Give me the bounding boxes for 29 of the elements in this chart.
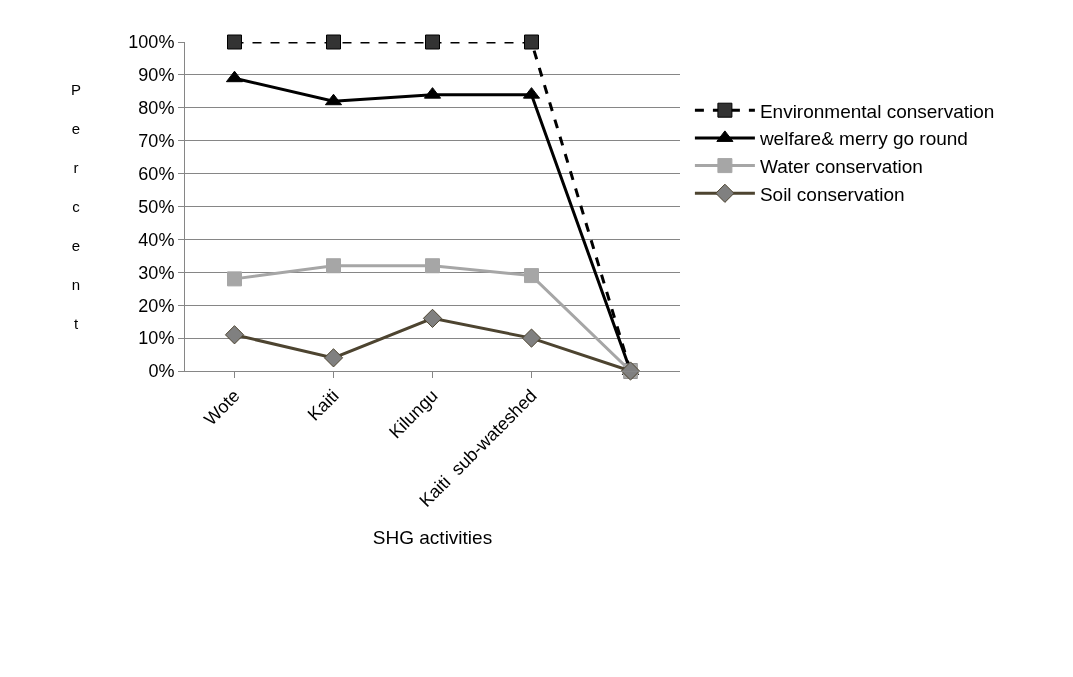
y-tick-label: 30% <box>138 262 175 283</box>
y-tick-label: 10% <box>138 328 175 349</box>
y-tick-label: 0% <box>148 361 175 382</box>
point <box>326 258 341 274</box>
point <box>524 268 539 284</box>
y-tick-label: 80% <box>138 98 175 119</box>
text: Percent <box>71 81 82 332</box>
point <box>521 328 542 348</box>
y-tick-label: 40% <box>138 229 175 250</box>
point <box>425 34 440 50</box>
y-tick-label: 100% <box>128 32 175 53</box>
y-tick-label: 60% <box>138 163 175 184</box>
legend-label: Environmental conservation <box>759 100 995 122</box>
point <box>425 258 440 274</box>
point <box>224 325 245 345</box>
y-tick-label: 90% <box>138 65 175 86</box>
y-tick-label: 20% <box>138 295 175 316</box>
y-tick-label: 70% <box>138 131 175 151</box>
point <box>326 34 341 50</box>
legend-label: Water conservation <box>759 156 923 178</box>
point <box>524 34 539 50</box>
point <box>227 34 242 50</box>
legend-label: Soil conservation <box>759 183 905 205</box>
point <box>323 348 344 368</box>
point <box>227 271 242 287</box>
x-axis-title: SHG activities <box>372 526 493 548</box>
y-tick-label: 50% <box>138 196 175 217</box>
legend-label: welfare& merry go round <box>758 128 968 150</box>
point <box>422 308 443 328</box>
